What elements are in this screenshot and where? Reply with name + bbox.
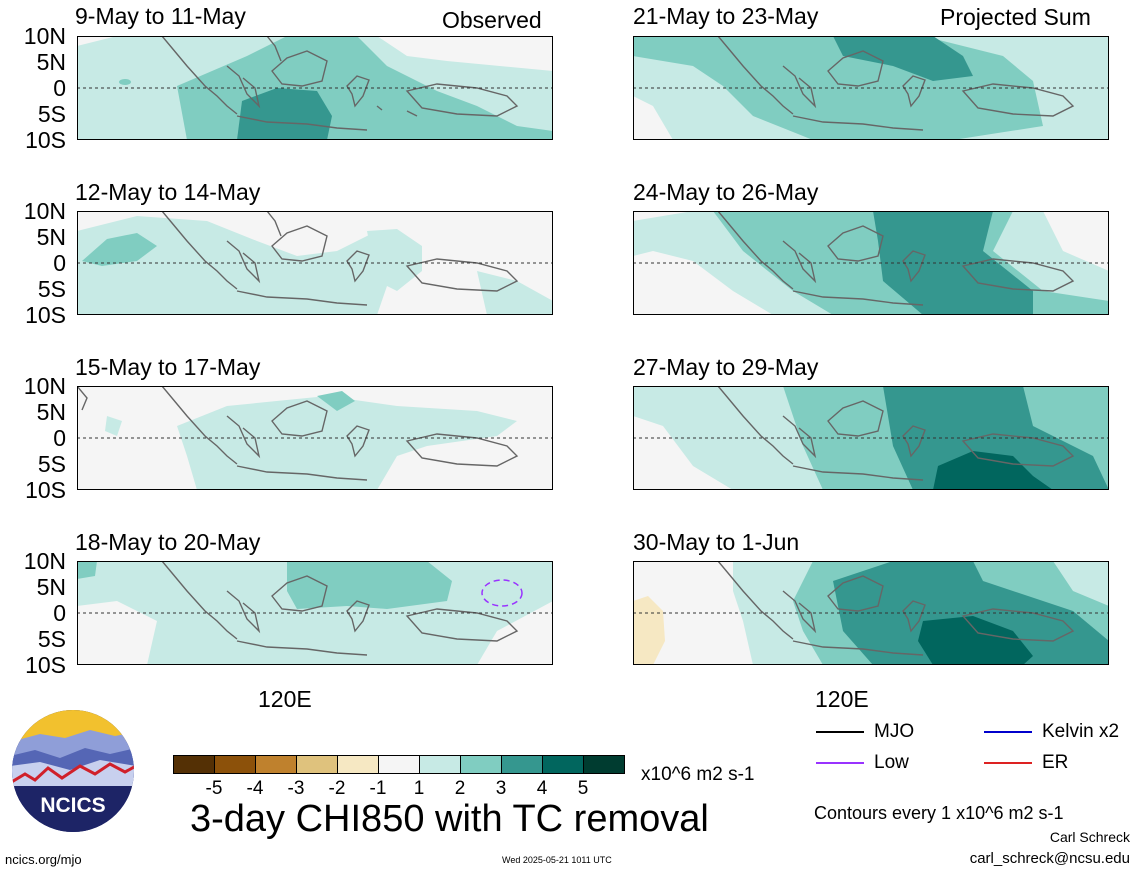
lat-label: 5S [37,101,66,127]
colorbar-swatch [338,756,379,773]
colorbar-tick-label: -2 [328,778,346,799]
colorbar-swatch [420,756,461,773]
map-panel-6 [633,211,1109,315]
legend-er-label: ER [1042,752,1069,773]
colorbar-tick-label: -4 [246,778,264,799]
email-link[interactable]: carl_schreck@ncsu.edu [969,850,1130,867]
lat-label: 5S [37,276,66,302]
panel-title-5: 21-May to 23-May [633,3,819,29]
legend-mjo-line [816,731,864,733]
legend-kelvin-line [984,731,1032,733]
legend-er-line [984,762,1032,764]
colorbar-tick-label: 2 [454,778,466,799]
lat-label: 5N [36,224,66,250]
map-panel-8 [633,561,1109,665]
colorbar-swatch [584,756,624,773]
colorbar-tick-label: -5 [205,778,223,799]
lat-label: 0 [53,250,66,276]
legend-kelvin-label: Kelvin x2 [1042,721,1120,742]
logo-text: NCICS [40,794,105,817]
colorbar-ticks: -5 -4 -3 -2 -1 1 2 3 4 5 [173,778,626,802]
map-panel-4 [77,561,553,665]
legend-low-line [816,762,864,764]
lat-label: 10N [23,198,66,224]
colorbar-swatch [379,756,420,773]
map-panel-3 [77,386,553,490]
colorbar-swatch [461,756,502,773]
colorbar-swatch [502,756,543,773]
map-panel-7 [633,386,1109,490]
colorbar [173,755,625,774]
timestamp: Wed 2025-05-21 1011 UTC [502,855,612,865]
projected-sum-label: Projected Sum [940,4,1091,30]
lat-label: 10S [25,477,66,503]
colorbar-swatch [256,756,297,773]
colorbar-swatch [215,756,256,773]
lat-label: 5N [36,49,66,75]
colorbar-swatch [174,756,215,773]
legend-low: Low [816,752,909,774]
panel-title-8: 30-May to 1-Jun [633,529,800,555]
lat-label: 10N [23,23,66,49]
panel-title-3: 15-May to 17-May [75,354,261,380]
lat-label: 10S [25,652,66,678]
contour-note: Contours every 1 x10^6 m2 s-1 [814,803,1064,823]
lat-label: 0 [53,600,66,626]
panel-title-6: 24-May to 26-May [633,179,819,205]
legend-er: ER [984,752,1068,774]
panel-title-4: 18-May to 20-May [75,529,261,555]
main-title: 3-day CHI850 with TC removal [190,798,709,840]
lon-label-right: 120E [815,686,869,712]
lat-label: 5N [36,399,66,425]
colorbar-tick-label: -1 [369,778,387,799]
lat-label: 10S [25,302,66,328]
legend-mjo-label: MJO [874,721,915,742]
website-link[interactable]: ncics.org/mjo [5,852,82,867]
colorbar-tick-label: 3 [495,778,507,799]
lat-label: 5S [37,626,66,652]
map-panel-5 [633,36,1109,140]
colorbar-tick-label: 5 [577,778,589,799]
legend-kelvin: Kelvin x2 [984,721,1119,743]
lat-label: 5S [37,451,66,477]
colorbar-tick-label: 4 [536,778,548,799]
lat-label: 0 [53,75,66,101]
colorbar-tick-label: 1 [413,778,425,799]
legend-mjo: MJO [816,721,914,743]
map-panel-2 [77,211,553,315]
observed-label: Observed [442,7,542,33]
legend-low-label: Low [874,752,909,773]
author: Carl Schreck [1049,829,1130,845]
lat-label: 10N [23,373,66,399]
panel-title-1: 9-May to 11-May [75,3,246,29]
colorbar-units: x10^6 m2 s-1 [641,764,755,785]
ncics-logo: NCICS [12,710,134,832]
lat-label: 5N [36,574,66,600]
lat-label: 10N [23,548,66,574]
panel-title-2: 12-May to 14-May [75,179,261,205]
colorbar-tick-label: -3 [287,778,305,799]
panel-title-7: 27-May to 29-May [633,354,819,380]
colorbar-swatch [297,756,338,773]
lon-label-left: 120E [258,686,312,712]
lat-label: 10S [25,127,66,153]
lat-label: 0 [53,425,66,451]
map-panel-1 [77,36,553,140]
colorbar-swatch [543,756,584,773]
